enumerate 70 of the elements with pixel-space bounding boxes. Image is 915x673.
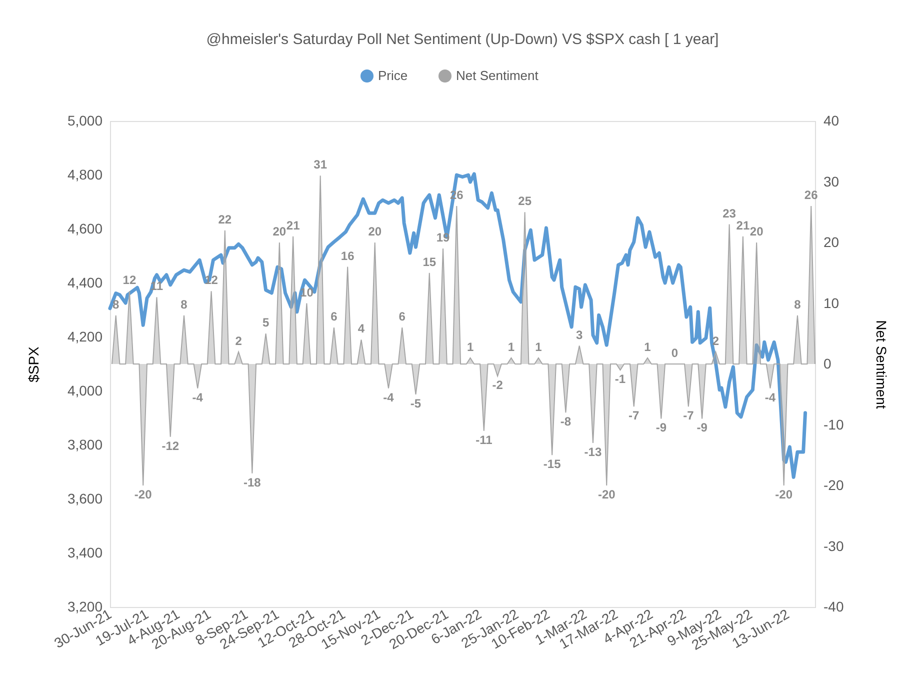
data-label: 19: [436, 230, 450, 245]
data-label: -20: [134, 488, 152, 502]
y2-tick-label: 40: [824, 112, 840, 128]
data-label: -4: [764, 390, 776, 404]
data-label: 21: [736, 218, 750, 232]
data-label: 8: [112, 297, 120, 312]
data-label: 23: [722, 206, 736, 220]
data-label: -7: [628, 408, 640, 423]
y-tick-label: 5,000: [67, 112, 103, 128]
data-label: 2: [235, 334, 242, 348]
y2-tick-label: 30: [824, 173, 840, 190]
data-label: 5: [262, 316, 270, 330]
data-label: 20: [750, 224, 764, 238]
y2-tick-label: -40: [824, 598, 844, 614]
legend-label: Net Sentiment: [456, 68, 539, 83]
data-label: 12: [122, 273, 136, 288]
data-label: -9: [696, 420, 708, 435]
y2-tick-label: -10: [824, 416, 844, 432]
data-label: -12: [162, 438, 180, 453]
legend-label: Price: [378, 68, 408, 83]
data-label: -5: [410, 396, 422, 410]
data-label: 20: [272, 224, 286, 238]
y2-tick-label: 20: [824, 234, 840, 250]
data-label: 31: [314, 158, 328, 172]
data-label: -20: [775, 488, 793, 502]
y-tick-label: 3,400: [67, 544, 103, 560]
y2-tick-label: 0: [824, 356, 832, 372]
data-label: 6: [398, 310, 406, 324]
y2-tick-label: -20: [824, 477, 844, 493]
y2-tick-label: 10: [824, 294, 840, 311]
data-label: -18: [243, 475, 262, 490]
data-label: 1: [508, 340, 515, 354]
data-label: 25: [518, 194, 532, 208]
data-label: 26: [804, 188, 818, 202]
data-label: 16: [340, 248, 355, 263]
data-label: -8: [560, 414, 572, 429]
data-label: 21: [286, 218, 300, 232]
y-tick-label: 4,800: [67, 166, 103, 182]
y-tick-label: 4,600: [67, 220, 103, 236]
data-label: 1: [535, 340, 542, 354]
y-tick-label: 3,600: [67, 490, 103, 506]
y-tick-label: 3,800: [67, 436, 103, 452]
y2-axis-title: Net Sentiment: [874, 320, 890, 409]
data-label: 3: [576, 328, 584, 342]
data-label: 1: [644, 340, 652, 354]
data-label: -4: [383, 390, 394, 404]
data-label: -9: [656, 420, 667, 435]
y-tick-label: 4,400: [67, 274, 103, 290]
y2-tick-label: -30: [824, 538, 844, 554]
y-tick-label: 4,000: [67, 382, 103, 398]
data-label: -2: [492, 378, 504, 392]
data-label: 22: [218, 212, 232, 226]
data-label: 6: [330, 310, 338, 324]
chart-title: @hmeisler's Saturday Poll Net Sentiment (Up-Down) VS $SPX cash [ 1 year]: [206, 31, 719, 48]
y-tick-label: 4,200: [67, 328, 103, 344]
data-label: -7: [683, 408, 694, 423]
data-label: 4: [358, 322, 365, 336]
data-label: -15: [543, 457, 562, 472]
data-label: 1: [466, 340, 474, 354]
y-axis-title: $SPX: [25, 346, 42, 382]
data-label: -1: [614, 372, 626, 386]
data-label: -13: [584, 444, 602, 459]
data-label: 0: [671, 346, 678, 360]
data-label: 8: [180, 297, 188, 312]
data-label: -11: [476, 432, 493, 447]
data-label: 15: [422, 254, 436, 269]
data-label: -20: [598, 488, 616, 502]
data-label: 20: [368, 224, 382, 238]
data-label: 8: [794, 297, 802, 312]
data-label: -4: [192, 390, 204, 404]
